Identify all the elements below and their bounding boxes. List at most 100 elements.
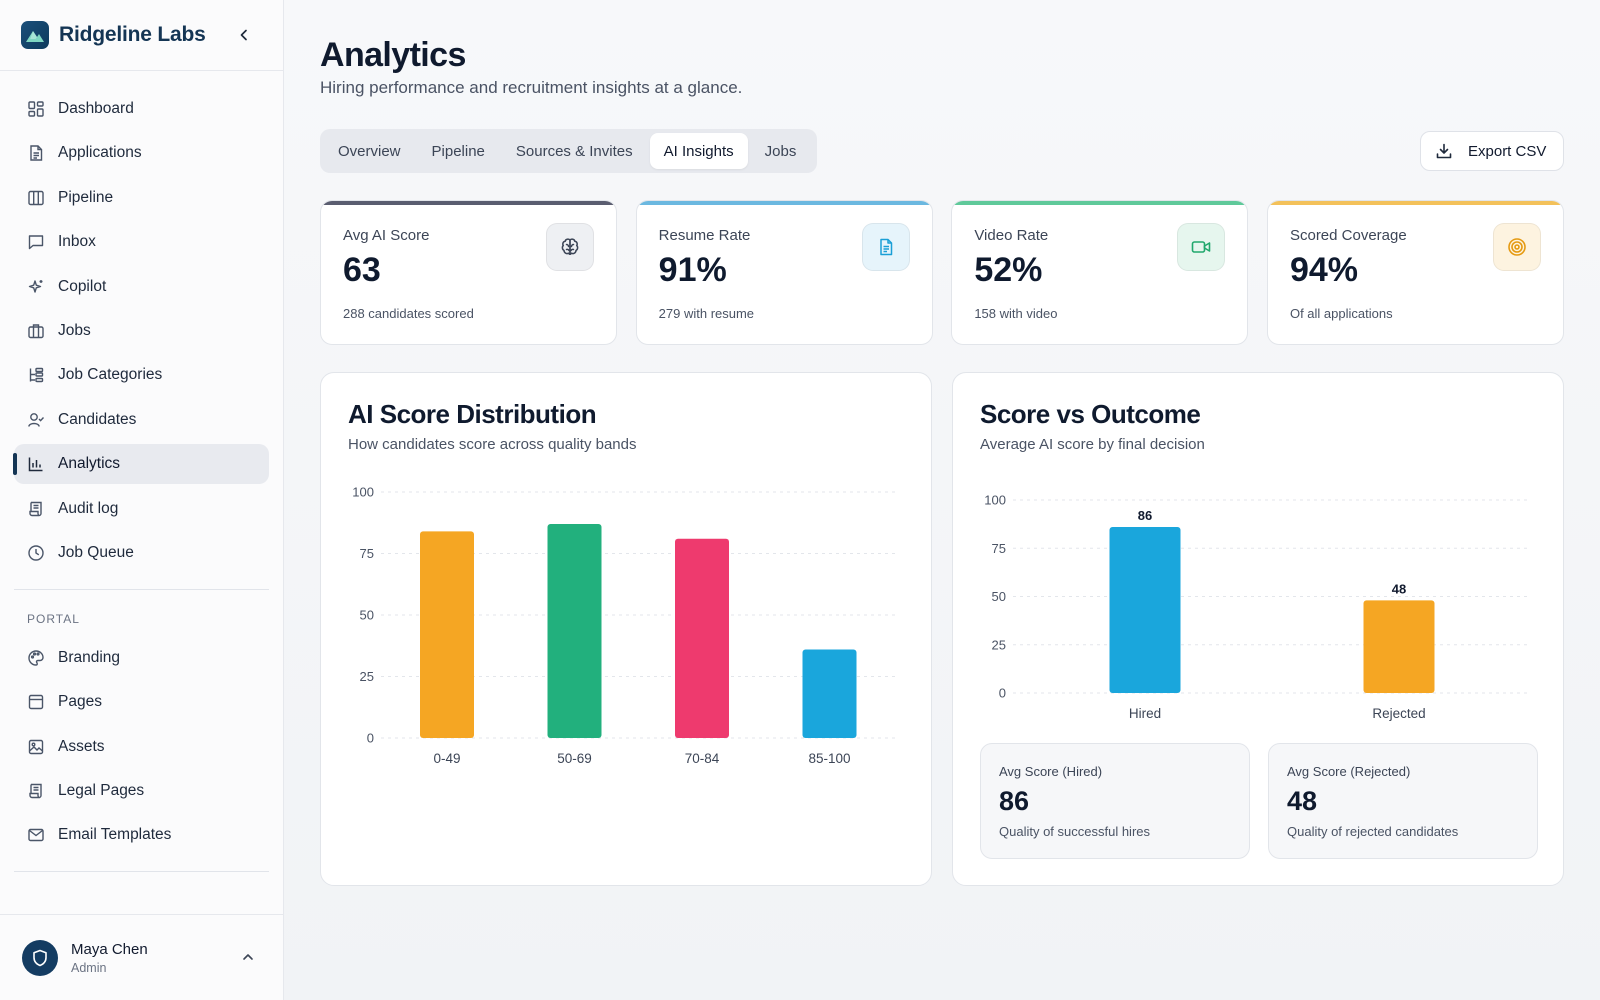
sidebar-item-pipeline[interactable]: Pipeline — [14, 178, 269, 218]
avg-score-rejected-card: Avg Score (Rejected) 48 Quality of rejec… — [1268, 743, 1538, 859]
sidebar-item-inbox[interactable]: Inbox — [14, 222, 269, 262]
kpi-value: 63 — [343, 251, 381, 289]
x-tick-label: 0-49 — [433, 751, 460, 766]
user-check-icon — [26, 410, 46, 430]
chevron-up-icon[interactable] — [238, 947, 258, 967]
kpi-value: 94% — [1289, 251, 1359, 289]
sidebar-item-label: Dashboard — [58, 100, 134, 117]
sidebar-item-analytics[interactable]: Analytics — [13, 444, 269, 485]
data-label: 86 — [1138, 508, 1152, 523]
kpi-accent-stripe — [321, 201, 616, 205]
panel-title: AI Score Distribution — [348, 399, 597, 429]
divider — [14, 871, 269, 873]
sidebar-item-jobs[interactable]: Jobs — [14, 311, 269, 351]
bar-chart-icon — [26, 454, 46, 474]
sidebar-item-email-templates[interactable]: Email Templates — [14, 815, 269, 855]
user-name: Maya Chen — [71, 940, 148, 958]
user-menu[interactable]: Maya Chen Admin — [0, 914, 284, 1000]
image-icon — [26, 737, 46, 757]
bar — [547, 523, 602, 738]
sidebar-item-job-categories[interactable]: Job Categories — [14, 355, 269, 395]
sidebar-item-copilot[interactable]: Copilot — [14, 267, 269, 307]
brain-icon — [546, 223, 594, 271]
page-subtitle: Hiring performance and recruitment insig… — [320, 78, 743, 97]
kpi-subtext: 158 with video — [974, 306, 1058, 321]
clock-icon — [26, 543, 46, 563]
stat-value: 86 — [999, 786, 1030, 816]
brand-logo-icon[interactable] — [21, 21, 49, 49]
document-icon — [861, 223, 910, 271]
stat-value: 48 — [1287, 786, 1318, 816]
sidebar-item-assets[interactable]: Assets — [14, 727, 269, 767]
columns-icon — [26, 188, 46, 208]
y-tick-label: 25 — [360, 669, 374, 684]
mail-icon — [26, 825, 46, 845]
sidebar-item-label: Inbox — [58, 233, 96, 251]
grid-icon — [26, 99, 46, 119]
x-tick-label: 85-100 — [808, 751, 850, 766]
kpi-card-scored-coverage: Scored Coverage 94% Of all applications — [1266, 200, 1564, 345]
x-tick-label: 70-84 — [685, 751, 720, 766]
hierarchy-icon — [26, 365, 46, 385]
x-tick-label: Hired — [1129, 706, 1161, 721]
sidebar-item-label: Branding — [58, 648, 121, 666]
y-tick-label: 100 — [984, 493, 1006, 508]
y-tick-label: 25 — [992, 637, 1006, 652]
x-tick-label: 50-69 — [557, 751, 592, 766]
sidebar-item-label: Applications — [58, 144, 142, 162]
sidebar-item-branding[interactable]: Branding — [14, 638, 269, 678]
user-role: Admin — [71, 960, 107, 975]
kpi-row: Avg AI Score 63 288 candidates scored Re… — [320, 200, 1564, 345]
sidebar-item-applications[interactable]: Applications — [14, 133, 269, 173]
tab-pipeline[interactable]: Pipeline — [431, 142, 485, 160]
kpi-label: Scored Coverage — [1289, 227, 1407, 244]
tab-overview[interactable]: Overview — [338, 142, 401, 160]
kpi-subtext: Of all applications — [1289, 306, 1393, 321]
sidebar-item-job-queue[interactable]: Job Queue — [14, 533, 269, 573]
bar — [420, 531, 474, 738]
sparkle-icon — [26, 277, 46, 297]
kpi-label: Avg AI Score — [343, 227, 430, 244]
sidebar-item-label: Audit log — [58, 499, 119, 517]
y-tick-label: 75 — [992, 541, 1006, 556]
score-vs-outcome-chart: 0 25 50 75 100 Hired 86 Rejected 48 — [984, 493, 1527, 721]
stat-subtext: Quality of rejected candidates — [1287, 824, 1459, 839]
avatar — [22, 939, 58, 976]
message-icon — [26, 232, 46, 252]
briefcase-icon — [26, 321, 46, 341]
kpi-accent-stripe — [636, 201, 932, 205]
sidebar-item-dashboard[interactable]: Dashboard — [14, 89, 269, 129]
tab-sources-invites[interactable]: Sources & Invites — [515, 142, 633, 160]
tab-jobs[interactable]: Jobs — [764, 142, 797, 160]
collapse-sidebar-icon[interactable] — [233, 24, 255, 46]
sidebar-item-audit-log[interactable]: Audit log — [14, 489, 269, 529]
y-tick-label: 50 — [992, 589, 1006, 604]
sidebar: Ridgeline Labs Dashboard Applications Pi… — [0, 0, 284, 1000]
sidebar-item-label: Assets — [58, 737, 105, 755]
bar — [675, 538, 729, 738]
sidebar-item-legal-pages[interactable]: Legal Pages — [14, 771, 269, 811]
ai-score-distribution-chart: 0 25 50 75 100 0-49 50-69 70-84 85-100 — [352, 485, 895, 766]
kpi-card-avg-ai-score: Avg AI Score 63 288 candidates scored — [320, 200, 617, 345]
kpi-card-resume-rate: Resume Rate 91% 279 with resume — [635, 200, 933, 345]
kpi-value: 91% — [658, 251, 727, 289]
sidebar-item-pages[interactable]: Pages — [14, 682, 269, 722]
stat-label: Avg Score (Rejected) — [1287, 764, 1411, 779]
y-tick-label: 75 — [360, 546, 374, 561]
x-tick-label: Rejected — [1372, 706, 1425, 721]
sidebar-item-label: Job Categories — [58, 366, 163, 384]
divider — [14, 588, 269, 590]
palette-icon — [26, 648, 46, 668]
sidebar-nav: Dashboard Applications Pipeline Inbox Co… — [0, 71, 283, 873]
sidebar-item-candidates[interactable]: Candidates — [14, 400, 269, 440]
brand-name: Ridgeline Labs — [59, 23, 206, 46]
target-icon — [1492, 223, 1541, 271]
kpi-label: Video Rate — [974, 227, 1049, 244]
sidebar-item-label: Job Queue — [58, 543, 134, 561]
export-csv-button[interactable]: Export CSV — [1420, 131, 1564, 171]
tab-ai-insights[interactable]: AI Insights — [649, 133, 748, 169]
file-icon — [26, 143, 46, 163]
ai-score-distribution-panel: AI Score Distribution How candidates sco… — [320, 372, 932, 886]
kpi-accent-stripe — [952, 201, 1248, 205]
sidebar-item-label: Email Templates — [58, 826, 172, 844]
